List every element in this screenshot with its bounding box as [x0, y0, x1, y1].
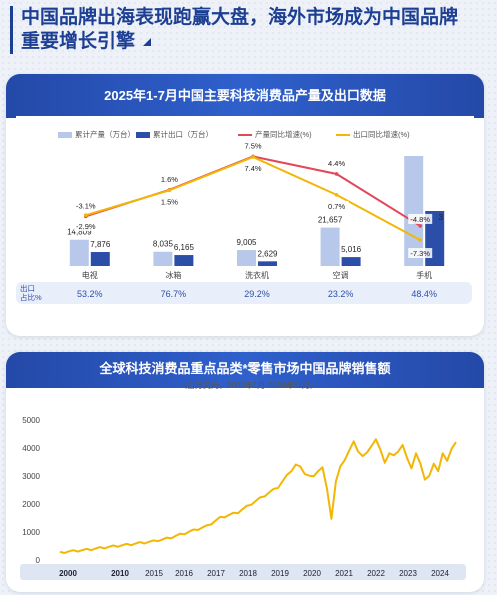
bar-export-label: 6,165	[174, 243, 195, 252]
legend-label: 累计产量（万台）	[75, 129, 135, 139]
ratio-value: 53.2%	[77, 289, 103, 299]
legend-swatch	[58, 132, 72, 138]
growth-label-bg	[241, 163, 265, 174]
growth-point	[251, 155, 255, 159]
growth-label: 7.5%	[244, 141, 261, 150]
growth-label-bg	[73, 200, 98, 211]
ratio-value: 76.7%	[161, 289, 187, 299]
growth-point	[334, 172, 339, 176]
bar-production	[237, 250, 256, 266]
corner-arrow-icon	[143, 37, 152, 46]
growth-label-bg	[73, 221, 98, 232]
bar-export-label: 7,876	[90, 240, 111, 249]
ratio-row-label-2: 占比%	[20, 292, 42, 302]
growth-label: 1.5%	[161, 197, 178, 206]
bar-production-label: 9,005	[236, 238, 257, 247]
brand-sales-title: 全球科技消费品重点品类*零售市场中国品牌销售额	[99, 361, 391, 376]
growth-point	[84, 213, 88, 217]
ratio-value: 29.2%	[244, 289, 270, 299]
x-tick-label: 2015	[145, 569, 163, 578]
ratio-value: 23.2%	[328, 289, 354, 299]
x-tick-label: 2000	[59, 569, 77, 578]
bar-production-label: 8,035	[153, 240, 174, 249]
y-tick-label: 1000	[22, 528, 40, 537]
bar-export	[174, 255, 194, 266]
growth-label-bg	[408, 213, 433, 224]
bar-export	[258, 261, 277, 266]
x-tick-label: 2017	[207, 569, 225, 578]
x-tick-label: 2016	[175, 569, 193, 578]
brand-sales-panel: 全球科技消费品重点品类*零售市场中国品牌销售额 0 1000 2000 3000 400…	[6, 352, 484, 592]
x-tick-label: 2018	[239, 569, 257, 578]
brand-sales-title-bar: 全球科技消费品重点品类*零售市场中国品牌销售额	[6, 352, 484, 388]
ratio-row-bg	[16, 282, 472, 304]
y-tick-label: 4000	[22, 444, 40, 453]
growth-label: 7.4%	[244, 164, 261, 173]
x-axis-band	[20, 564, 466, 580]
y-tick-label: 3000	[22, 472, 40, 481]
bar-production-label: 21,657	[318, 216, 343, 225]
bar-production-label: 14,809	[67, 228, 92, 237]
growth-label: 1.6%	[161, 175, 178, 184]
legend-label: 出口同比增速(%)	[353, 129, 410, 139]
sales-line	[59, 438, 457, 554]
x-tick-label: 2010	[111, 569, 129, 578]
category-label: 空调	[333, 270, 349, 280]
growth-label-bg	[157, 196, 182, 207]
legend-label: 产量同比增速(%)	[255, 129, 312, 139]
legend-label: 累计出口（万台）	[153, 129, 213, 139]
growth-point	[418, 238, 423, 242]
growth-label-bg	[324, 200, 349, 211]
category-label: 手机	[416, 270, 432, 280]
production-export-chart-area: 累计产量（万台） 累计出口（万台） 产量同比增速(%) 出口同比增速(%) 14,809…	[16, 116, 474, 328]
production-export-panel: 2025年1-7月中国主要科技消费品产量及出口数据 累计产量（万台） 累计出口（万…	[6, 74, 484, 336]
headline-line-2-text: 重要增长引擎	[21, 31, 136, 52]
growth-point	[418, 224, 423, 228]
growth-label: -7.3%	[410, 249, 430, 258]
bar-export-label: 3	[438, 213, 443, 222]
bar-export	[341, 257, 361, 266]
growth-label: 4.4%	[328, 159, 345, 168]
brand-sales-chart-area: 0 1000 2000 3000 4000 5000 2000 2010 2015 2016 201…	[16, 388, 474, 584]
growth-label: -4.8%	[410, 215, 430, 224]
y-tick-label: 5000	[22, 416, 40, 425]
x-tick-label: 2024	[431, 569, 449, 578]
category-label: 洗衣机	[245, 270, 269, 280]
x-tick-label: 2021	[335, 569, 353, 578]
bar-production	[153, 251, 173, 266]
bar-export-label: 5,016	[341, 245, 362, 254]
x-tick-label: 2022	[367, 569, 385, 578]
x-tick-label: 2023	[399, 569, 417, 578]
growth-label: 0.7%	[328, 202, 345, 211]
y-tick-label: 2000	[22, 500, 40, 509]
growth-label-bg	[157, 173, 182, 184]
ratio-row-label-1: 出口	[20, 283, 35, 293]
production-export-title: 2025年1-7月中国主要科技消费品产量及出口数据	[6, 74, 484, 118]
growth-label-bg	[408, 248, 433, 259]
ratio-value: 48.4%	[411, 289, 437, 299]
growth-label: -2.9%	[76, 222, 96, 231]
category-label: 电视	[82, 270, 98, 280]
bar-export	[90, 252, 110, 266]
production-export-chart: 累计产量（万台） 累计出口（万台） 产量同比增速(%) 出口同比增速(%) 14,809…	[16, 129, 472, 304]
legend-swatch	[136, 132, 150, 138]
x-tick-label: 2020	[303, 569, 321, 578]
growth-label-bg	[324, 157, 349, 168]
brand-sales-subtitle: （百万美元，2000年1月-2024年11月）	[178, 381, 318, 390]
brand-sales-chart: 0 1000 2000 3000 4000 5000 2000 2010 2015 2016 201…	[20, 416, 466, 580]
bar-production	[320, 227, 340, 266]
category-label: 冰箱	[165, 270, 181, 280]
bar-export-label: 2,629	[257, 249, 278, 258]
growth-label-bg	[241, 140, 265, 151]
growth-label: -3.1%	[76, 201, 96, 210]
headline-line-2: 重要增长引擎	[21, 30, 490, 54]
headline-line-1: 中国品牌出海表现跑赢大盘，海外市场成为中国品牌	[21, 7, 459, 28]
x-tick-label: 2019	[271, 569, 289, 578]
y-tick-label: 0	[36, 556, 41, 565]
growth-point	[334, 193, 339, 197]
headline: 中国品牌出海表现跑赢大盘，海外市场成为中国品牌 重要增长引擎	[10, 6, 490, 54]
bar-production	[69, 239, 89, 266]
growth-point	[167, 188, 172, 193]
